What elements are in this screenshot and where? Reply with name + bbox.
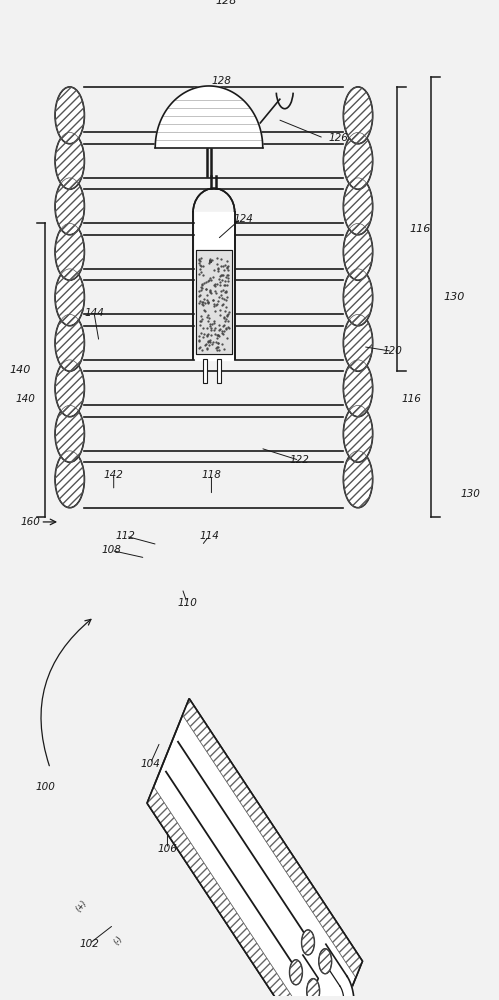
Circle shape [55,405,84,462]
Polygon shape [183,699,362,978]
Circle shape [319,949,332,974]
Polygon shape [195,212,233,360]
Polygon shape [147,787,327,1000]
Text: 140: 140 [9,365,30,375]
Polygon shape [155,86,263,148]
Text: 142: 142 [104,470,124,480]
Text: (+): (+) [74,898,89,913]
Circle shape [343,87,373,144]
Bar [196,250,232,354]
Text: (-): (-) [112,935,125,947]
Text: 140: 140 [16,394,36,404]
Circle shape [301,930,314,955]
Text: 118: 118 [202,470,222,480]
Circle shape [55,360,84,417]
Circle shape [55,87,84,144]
Circle shape [55,132,84,189]
Text: 106: 106 [158,844,177,854]
Bar [217,359,221,383]
Circle shape [343,451,373,508]
Text: 130: 130 [444,292,465,302]
Text: 128: 128 [211,76,231,86]
Circle shape [343,132,373,189]
Circle shape [55,223,84,280]
Circle shape [55,451,84,508]
Text: 126: 126 [328,133,348,143]
Circle shape [55,314,84,371]
Circle shape [289,960,302,985]
Circle shape [55,178,84,235]
Circle shape [343,314,373,371]
Text: 144: 144 [84,308,104,318]
Circle shape [307,979,320,1000]
Text: 120: 120 [382,346,402,356]
Circle shape [343,360,373,417]
Circle shape [343,178,373,235]
Circle shape [343,405,373,462]
Text: 102: 102 [79,939,99,949]
Bar [203,359,207,383]
Text: 108: 108 [101,545,121,555]
Polygon shape [147,699,362,1000]
Text: 116: 116 [409,224,431,234]
Circle shape [343,269,373,326]
Circle shape [55,269,84,326]
Text: 116: 116 [402,394,422,404]
Text: 112: 112 [116,531,136,541]
Text: 124: 124 [233,214,253,224]
Text: 114: 114 [199,531,219,541]
Polygon shape [303,944,354,1000]
Text: 122: 122 [289,455,309,465]
Text: 100: 100 [35,782,55,792]
Circle shape [343,223,373,280]
Text: 104: 104 [140,759,160,769]
Text: 160: 160 [20,517,40,527]
Text: 128: 128 [216,0,237,6]
Text: 110: 110 [177,598,197,608]
Text: 130: 130 [461,489,481,499]
Bar [196,250,232,354]
